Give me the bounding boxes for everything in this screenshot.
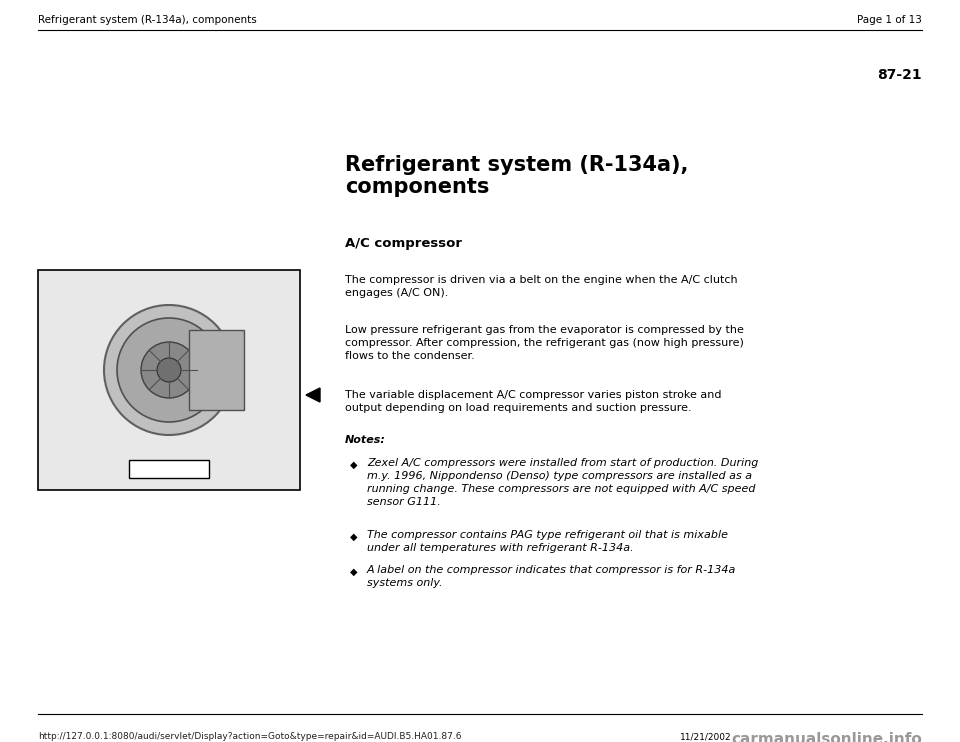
Circle shape [141, 342, 197, 398]
Text: engages (A/C ON).: engages (A/C ON). [345, 288, 448, 298]
Circle shape [117, 318, 221, 422]
Bar [38, 270, 300, 490]
Text: The compressor is driven via a belt on the engine when the A/C clutch: The compressor is driven via a belt on t… [345, 275, 737, 285]
Text: A label on the compressor indicates that compressor is for R-134a: A label on the compressor indicates that… [367, 565, 736, 575]
Text: running change. These compressors are not equipped with A/C speed: running change. These compressors are no… [367, 484, 756, 494]
Text: Refrigerant system (R-134a),: Refrigerant system (R-134a), [345, 155, 688, 175]
Text: systems only.: systems only. [367, 578, 443, 588]
Text: Low pressure refrigerant gas from the evaporator is compressed by the: Low pressure refrigerant gas from the ev… [345, 325, 744, 335]
Text: under all temperatures with refrigerant R-134a.: under all temperatures with refrigerant … [367, 543, 634, 553]
Text: Refrigerant system (R-134a), components: Refrigerant system (R-134a), components [38, 15, 256, 25]
Text: output depending on load requirements and suction pressure.: output depending on load requirements an… [345, 403, 691, 413]
Text: Page 1 of 13: Page 1 of 13 [857, 15, 922, 25]
Text: ◆: ◆ [350, 532, 357, 542]
Circle shape [157, 358, 181, 382]
Text: compressor. After compression, the refrigerant gas (now high pressure): compressor. After compression, the refri… [345, 338, 744, 348]
Text: 11/21/2002: 11/21/2002 [680, 732, 732, 741]
Text: 87-1399: 87-1399 [147, 464, 191, 474]
Bar [129, 460, 209, 478]
Text: ◆: ◆ [350, 460, 357, 470]
Text: Notes:: Notes: [345, 435, 386, 445]
Text: http://127.0.0.1:8080/audi/servlet/Display?action=Goto&type=repair&id=AUDI.B5.HA: http://127.0.0.1:8080/audi/servlet/Displ… [38, 732, 462, 741]
Text: Zexel A/C compressors were installed from start of production. During: Zexel A/C compressors were installed fro… [367, 458, 758, 468]
Text: m.y. 1996, Nippondenso (Denso) type compressors are installed as a: m.y. 1996, Nippondenso (Denso) type comp… [367, 471, 752, 481]
Text: The compressor contains PAG type refrigerant oil that is mixable: The compressor contains PAG type refrige… [367, 530, 728, 540]
Text: flows to the condenser.: flows to the condenser. [345, 351, 475, 361]
Text: 87-21: 87-21 [877, 68, 922, 82]
Text: The variable displacement A/C compressor varies piston stroke and: The variable displacement A/C compressor… [345, 390, 722, 400]
Circle shape [104, 305, 234, 435]
Text: A/C compressor: A/C compressor [345, 237, 462, 250]
Bar [189, 330, 244, 410]
Text: sensor G111.: sensor G111. [367, 497, 441, 507]
FancyArrow shape [306, 388, 320, 402]
Text: components: components [345, 177, 490, 197]
Text: ◆: ◆ [350, 567, 357, 577]
Text: carmanualsonline.info: carmanualsonline.info [732, 732, 922, 742]
